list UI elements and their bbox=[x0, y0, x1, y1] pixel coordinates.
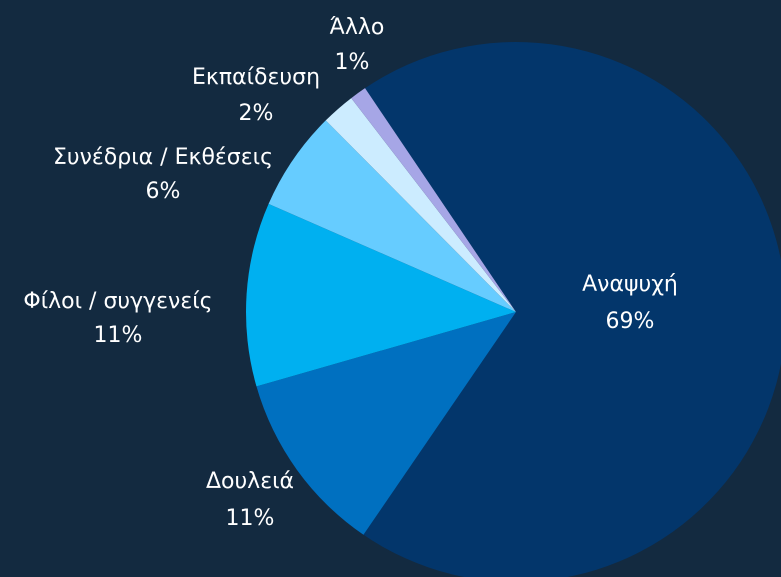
pie-slice bbox=[256, 312, 516, 535]
value-label: 11% bbox=[94, 323, 143, 348]
pie-slice bbox=[351, 88, 516, 313]
value-label: 11% bbox=[226, 506, 275, 531]
pie-slice bbox=[363, 42, 781, 577]
slice-label: Αναψυχή bbox=[582, 272, 678, 297]
value-label: 1% bbox=[335, 50, 370, 75]
value-label: 2% bbox=[239, 101, 274, 126]
slice-label: Συνέδρια / Εκθέσεις bbox=[53, 145, 273, 170]
slice-label: Εκπαίδευση bbox=[192, 65, 320, 90]
pie-slice bbox=[325, 98, 516, 313]
pie-slice bbox=[268, 120, 516, 313]
slice-label: Δουλειά bbox=[206, 469, 294, 494]
slice-label: Φίλοι / συγγενείς bbox=[23, 289, 212, 314]
slice-label: Άλλο bbox=[330, 15, 385, 40]
value-label: 6% bbox=[146, 179, 181, 204]
value-label: 69% bbox=[606, 309, 655, 334]
pie-slice bbox=[246, 203, 517, 387]
